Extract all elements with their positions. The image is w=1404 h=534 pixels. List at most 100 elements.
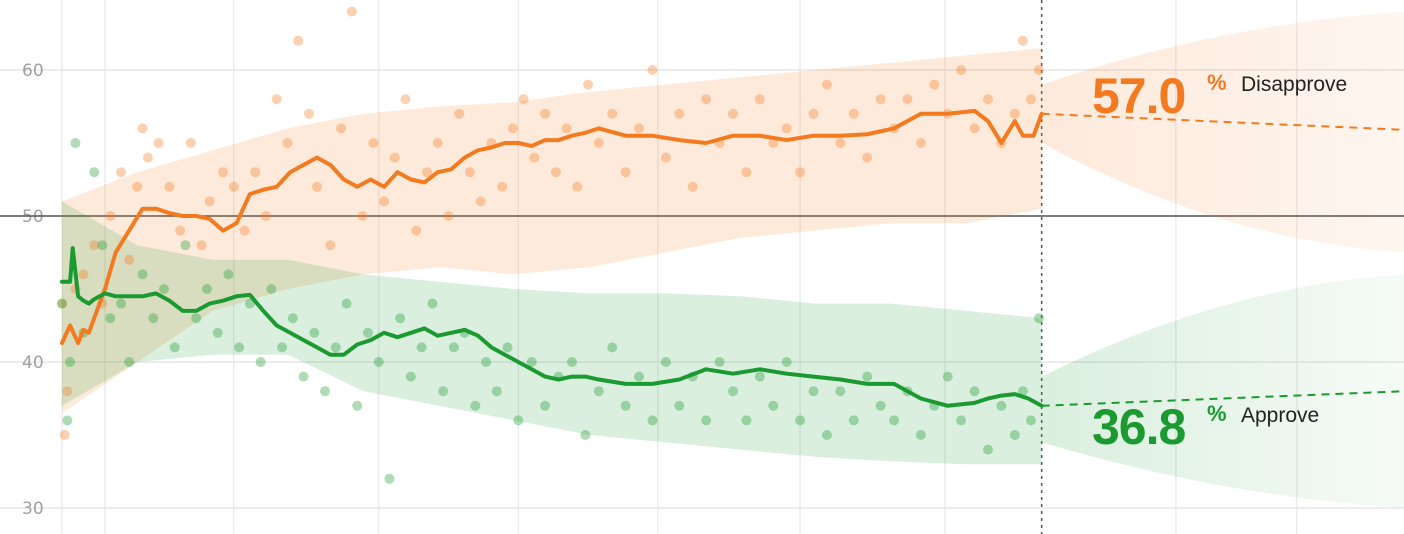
approve-poll-dot <box>57 298 67 309</box>
disapprove-poll-dot <box>175 225 186 236</box>
disapprove-poll-dot <box>660 152 671 163</box>
disapprove-poll-dot <box>607 108 618 119</box>
y-tick-label: 60 <box>22 61 44 81</box>
approve-poll-dot <box>741 415 752 426</box>
disapprove-poll-dot <box>346 6 357 17</box>
approve-band <box>62 201 1042 465</box>
disapprove-poll-dot <box>529 152 540 163</box>
disapprove-poll-dot <box>634 123 645 134</box>
disapprove-poll-dot <box>1033 65 1044 75</box>
approve-poll-dot <box>701 415 712 426</box>
disapprove-poll-dot <box>956 65 967 75</box>
approve-poll-dot <box>566 357 577 367</box>
approve-poll-dot <box>384 473 395 484</box>
disapprove-poll-dot <box>674 108 685 119</box>
approve-poll-dot <box>580 430 591 440</box>
disapprove-poll-dot <box>781 123 792 134</box>
disapprove-poll-dot <box>728 108 738 119</box>
approve-poll-dot <box>674 400 685 411</box>
approve-poll-dot <box>540 400 551 411</box>
approve-poll-dot <box>169 342 180 353</box>
disapprove-poll-dot <box>116 167 127 178</box>
disapprove-poll-dot <box>218 167 229 178</box>
poll-dots <box>57 6 1044 484</box>
disapprove-poll-dot <box>835 138 846 148</box>
approve-poll-dot <box>848 415 859 426</box>
disapprove-poll-dot <box>282 138 293 148</box>
disapprove-poll-dot <box>1017 35 1028 46</box>
disapprove-poll-dot <box>902 94 913 105</box>
approve-poll-dot <box>795 415 806 426</box>
disapprove-poll-dot <box>862 152 873 163</box>
approve-poll-dot <box>180 240 191 251</box>
approve-poll-dot <box>835 386 846 397</box>
disapprove-poll-dot <box>137 123 148 134</box>
disapprove-poll-dot <box>550 167 561 178</box>
y-tick-label: 40 <box>22 353 44 373</box>
approve-poll-dot <box>647 415 658 426</box>
disapprove-poll-dot <box>204 196 215 207</box>
disapprove-poll-dot <box>593 138 604 148</box>
approve-label: Approve <box>1241 404 1319 427</box>
disapprove-poll-dot <box>507 123 518 134</box>
disapprove-poll-dot <box>454 108 465 119</box>
approve-poll-dot <box>513 415 524 426</box>
approve-poll-dot <box>781 357 792 367</box>
disapprove-trend-line <box>60 108 1044 346</box>
approve-poll-dot <box>593 386 604 397</box>
approve-percent-sign: % <box>1207 401 1227 426</box>
disapprove-value: 57.0 <box>1092 68 1185 124</box>
disapprove-poll-dot <box>497 181 508 192</box>
approve-poll-dot <box>982 444 993 455</box>
disapprove-poll-dot <box>132 181 143 192</box>
disapprove-poll-dot <box>153 138 164 148</box>
approve-poll-dot <box>607 342 618 353</box>
disapprove-poll-dot <box>311 181 322 192</box>
disapprove-poll-dot <box>164 181 175 192</box>
approve-poll-dot <box>244 298 255 309</box>
approve-poll-dot <box>105 313 116 324</box>
disapprove-poll-dot <box>982 94 993 105</box>
end-labels: 57.0 % Disapprove 36.8 % Approve <box>1092 68 1347 455</box>
approve-poll-dot <box>234 342 245 353</box>
approve-poll-dot <box>416 342 427 353</box>
disapprove-poll-dot <box>572 181 583 192</box>
disapprove-poll-dot <box>336 123 347 134</box>
approve-poll-dot <box>148 313 159 324</box>
disapprove-poll-dot <box>185 138 196 148</box>
approve-poll-dot <box>526 357 537 367</box>
approve-poll-dot <box>1009 430 1020 440</box>
disapprove-poll-dot <box>78 269 89 280</box>
disapprove-poll-dot <box>422 167 433 178</box>
approve-poll-dot <box>1033 313 1044 324</box>
approve-poll-dot <box>754 371 765 382</box>
uncertainty-bands <box>62 11 1404 508</box>
disapprove-poll-dot <box>389 152 400 163</box>
disapprove-poll-dot <box>969 123 980 134</box>
trend-lines <box>60 108 1404 408</box>
approve-poll-dot <box>491 386 502 397</box>
approve-poll-dot <box>1017 386 1028 397</box>
approve-poll-dot <box>405 371 416 382</box>
approve-poll-dot <box>201 284 212 294</box>
disapprove-poll-dot <box>105 211 116 221</box>
approve-poll-dot <box>320 386 331 397</box>
approve-poll-dot <box>660 357 671 367</box>
disapprove-poll-dot <box>271 94 282 105</box>
disapprove-forecast-line <box>1041 112 1404 131</box>
approve-poll-dot <box>889 415 900 426</box>
approve-poll-dot <box>70 138 81 148</box>
approve-poll-dot <box>427 298 438 309</box>
disapprove-poll-dot <box>808 108 819 119</box>
disapprove-poll-dot <box>848 108 859 119</box>
approve-poll-dot <box>362 327 373 338</box>
y-tick-label: 30 <box>22 499 44 519</box>
disapprove-poll-dot <box>464 167 475 178</box>
approve-poll-dot <box>309 327 320 338</box>
disapprove-poll-dot <box>475 196 486 207</box>
approve-poll-dot <box>352 400 363 411</box>
disapprove-poll-dot <box>821 79 832 90</box>
disapprove-poll-dot <box>293 35 304 46</box>
disapprove-poll-dot <box>89 240 100 251</box>
disapprove-poll-dot <box>561 123 572 134</box>
